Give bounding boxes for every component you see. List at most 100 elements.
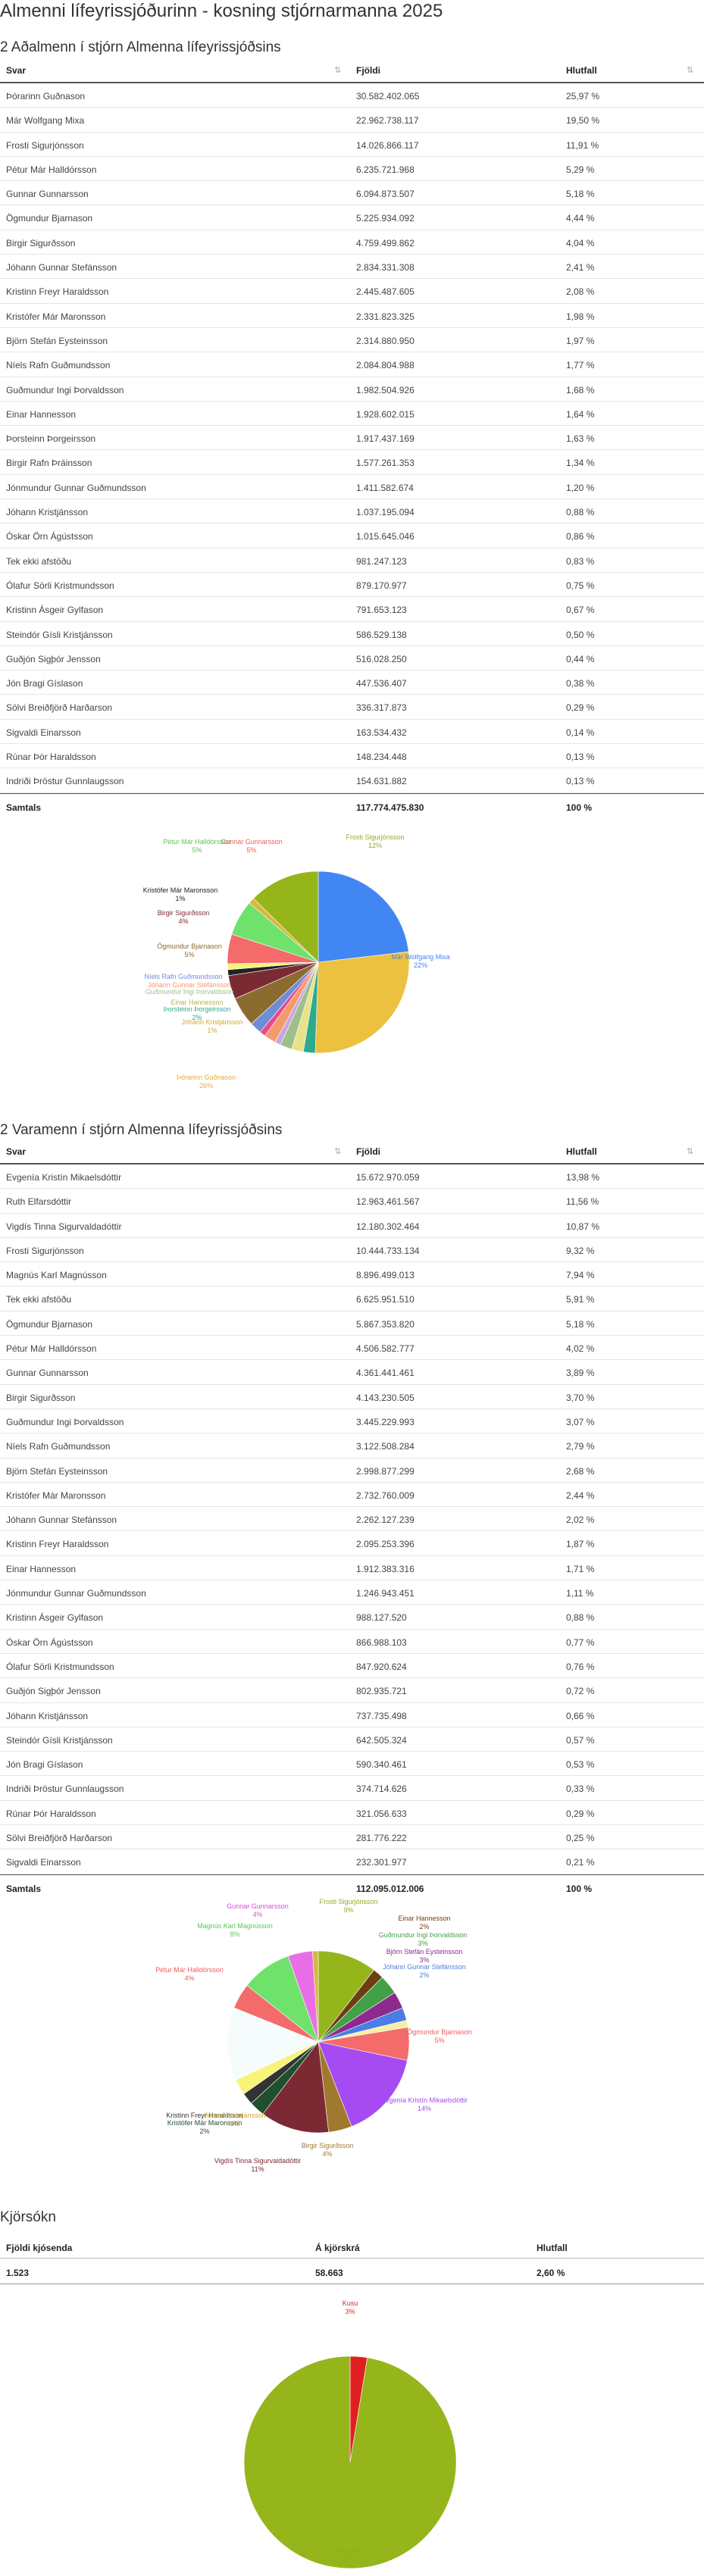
pie-label: Ögmundur Bjarnason 5% bbox=[157, 943, 222, 958]
row-answer: Rúnar Þór Haraldsson bbox=[6, 1808, 96, 1819]
row-answer: Birgir Sigurðsson bbox=[6, 1392, 76, 1403]
col-header-count[interactable]: Fjöldi bbox=[356, 1146, 380, 1157]
row-answer: Kristófer Már Maronsson bbox=[6, 311, 106, 322]
table-row: Pétur Már Halldórsson 4.506.582.777 4,02 % bbox=[0, 1336, 704, 1361]
table-row: Kristinn Freyr Haraldsson 2.095.253.396 1,… bbox=[0, 1531, 704, 1556]
row-count: 8.896.499.013 bbox=[356, 1270, 415, 1281]
row-percent: 0,75 % bbox=[566, 580, 595, 591]
row-count: 1.982.504.926 bbox=[356, 384, 415, 395]
row-percent: 4,04 % bbox=[566, 237, 595, 249]
row-answer: Indriði Þröstur Gunnlaugsson bbox=[6, 776, 124, 787]
pie-slice[interactable] bbox=[253, 871, 319, 963]
pie-slice[interactable] bbox=[318, 871, 409, 963]
row-count: 1.577.261.353 bbox=[356, 458, 415, 469]
row-count: 1.411.582.674 bbox=[356, 482, 414, 493]
col-header-voters: Fjöldi kjósenda bbox=[6, 2243, 73, 2253]
table-row: Sigvaldi Einarsson 232.301.977 0,21 % bbox=[0, 1849, 704, 1874]
row-answer: Ögmundur Bjarnason bbox=[6, 213, 93, 224]
table-row: Jónmundur Gunnar Guðmundsson 1.246.943.45… bbox=[0, 1580, 704, 1605]
row-count: 4.506.582.777 bbox=[356, 1343, 415, 1355]
table-row: Indriði Þröstur Gunnlaugsson 154.631.882 0… bbox=[0, 768, 704, 793]
pie-slice[interactable] bbox=[262, 2041, 329, 2134]
pie-label: Birgir Sigurðsson 4% bbox=[302, 2142, 354, 2158]
pie-slice[interactable] bbox=[318, 2041, 408, 2127]
sort-arrows-icon[interactable]: ⇅ bbox=[334, 66, 342, 75]
row-answer: Guðmundur Ingi Þorvaldsson bbox=[6, 384, 124, 395]
table-row: Steindór Gísli Kristjánsson 586.529.138 0,… bbox=[0, 622, 704, 646]
row-percent: 9,32 % bbox=[566, 1245, 595, 1256]
section3-heading: Kjörsókn bbox=[0, 2209, 56, 2225]
row-count: 4.143.230.505 bbox=[356, 1392, 415, 1403]
row-answer: Gunnar Gunnarsson bbox=[6, 189, 89, 200]
col-header-answer[interactable]: Svar bbox=[6, 1146, 27, 1157]
table-row: Tek ekki afstöðu 6.625.951.510 5,91 % bbox=[0, 1286, 704, 1311]
turnout-percent: 2,60 % bbox=[537, 2268, 565, 2278]
row-count: 1.912.383.316 bbox=[356, 1563, 415, 1574]
table-row: Níels Rafn Guðmundsson 2.084.804.988 1,77 … bbox=[0, 352, 704, 377]
row-count: 1.037.195.094 bbox=[356, 507, 415, 518]
row-count: 232.301.977 bbox=[356, 1857, 407, 1868]
pie-chart-alternate-members: Frosti Sigurjónsson 9%Einar Hannesson 2%Gu… bbox=[155, 1898, 472, 2173]
pie-slice[interactable] bbox=[314, 951, 410, 1054]
row-count: 642.505.324 bbox=[356, 1734, 407, 1746]
row-answer: Indriði Þröstur Gunnlaugsson bbox=[6, 1784, 124, 1795]
col-header-percent: Hlutfall bbox=[537, 2243, 568, 2253]
row-count: 321.056.633 bbox=[356, 1808, 407, 1819]
pie-label: Jóhann Gunnar Stefánsson 2% bbox=[383, 1963, 466, 1979]
row-percent: 1,11 % bbox=[566, 1588, 594, 1599]
row-percent: 0,44 % bbox=[566, 653, 595, 664]
row-percent: 0,38 % bbox=[566, 678, 595, 689]
sort-arrows-icon[interactable]: ⇅ bbox=[334, 1147, 342, 1156]
table-row: Gunnar Gunnarsson 4.361.441.461 3,89 % bbox=[0, 1360, 704, 1385]
pie-slice[interactable] bbox=[243, 2356, 457, 2569]
row-count: 4.361.441.461 bbox=[356, 1368, 415, 1379]
pie-label: Pétur Már Halldórsson 4% bbox=[155, 1966, 224, 1982]
section1-table: Svar ⇅ Fjöldi Hlutfall ⇅ Þórarinn Guðnas… bbox=[0, 59, 704, 821]
total-percent: 100 % bbox=[566, 802, 593, 813]
row-answer: Björn Stefán Eysteinsson bbox=[6, 1465, 108, 1477]
pie-label: Jóhann Kristjánsson 1% bbox=[181, 1018, 242, 1034]
sort-arrows-icon[interactable]: ⇅ bbox=[687, 1147, 694, 1156]
row-percent: 0,57 % bbox=[566, 1734, 595, 1746]
row-percent: 0,29 % bbox=[566, 1808, 595, 1819]
row-count: 5.225.934.092 bbox=[356, 213, 415, 224]
row-answer: Jóhann Gunnar Stefánsson bbox=[6, 1515, 117, 1526]
row-answer: Sigvaldi Einarsson bbox=[6, 1857, 81, 1868]
row-count: 847.920.624 bbox=[356, 1661, 407, 1672]
row-answer: Þorsteinn Þorgeirsson bbox=[6, 433, 96, 445]
row-percent: 1,64 % bbox=[566, 408, 595, 420]
row-answer: Sölvi Breiðfjörð Harðarson bbox=[6, 1833, 113, 1844]
row-count: 15.672.970.059 bbox=[356, 1172, 420, 1183]
row-count: 1.246.943.451 bbox=[356, 1588, 415, 1599]
table-row: Már Wolfgang Mixa 22.962.738.117 19,50 % bbox=[0, 108, 704, 133]
row-answer: Birgir Rafn Þráinsson bbox=[6, 458, 92, 469]
pie-label: Pétur Már Halldórsson 5% bbox=[163, 838, 231, 854]
table-row: Ólafur Sörli Kristmundsson 847.920.624 0,7… bbox=[0, 1654, 704, 1679]
table-header: Svar ⇅ Fjöldi Hlutfall ⇅ bbox=[0, 1140, 704, 1165]
pie-label: Jóhann Gunnar Stefánsson bbox=[148, 981, 231, 989]
sort-arrows-icon[interactable]: ⇅ bbox=[687, 66, 694, 75]
row-answer: Jóhann Kristjánsson bbox=[6, 1710, 89, 1721]
row-percent: 1,34 % bbox=[566, 458, 595, 469]
row-count: 2.732.760.009 bbox=[356, 1490, 415, 1501]
row-count: 3.445.229.993 bbox=[356, 1416, 415, 1427]
row-count: 2.445.487.605 bbox=[356, 286, 415, 298]
table-row: Ruth Elfarsdóttir 12.963.461.567 11,56 % bbox=[0, 1189, 704, 1214]
row-percent: 0,13 % bbox=[566, 776, 595, 787]
col-header-percent[interactable]: Hlutfall bbox=[566, 65, 597, 76]
pie-slice[interactable] bbox=[318, 1950, 374, 2043]
row-percent: 1,98 % bbox=[566, 311, 595, 322]
pie-label: Þorsteinn Þorgeirsson 2% bbox=[164, 1005, 231, 1021]
col-header-count[interactable]: Fjöldi bbox=[356, 65, 380, 76]
row-count: 374.714.626 bbox=[356, 1784, 407, 1795]
pie-label: Gunnar Gunnarsson 5% bbox=[221, 838, 283, 854]
pie-label: Gunnar Gunnarsson 4% bbox=[227, 1902, 289, 1918]
pie-label: Björn Stefán Eysteinsson 3% bbox=[386, 1948, 463, 1964]
col-header-percent[interactable]: Hlutfall bbox=[566, 1146, 597, 1157]
table-row: Guðmundur Ingi Þorvaldsson 1.982.504.926 1… bbox=[0, 377, 704, 402]
row-count: 2.095.253.396 bbox=[356, 1539, 415, 1550]
pie-slice[interactable] bbox=[312, 1950, 319, 2043]
table-row: Björn Stefán Eysteinsson 2.314.880.950 1,9… bbox=[0, 328, 704, 353]
pie-slice[interactable] bbox=[227, 2007, 319, 2080]
col-header-answer[interactable]: Svar bbox=[6, 65, 27, 76]
